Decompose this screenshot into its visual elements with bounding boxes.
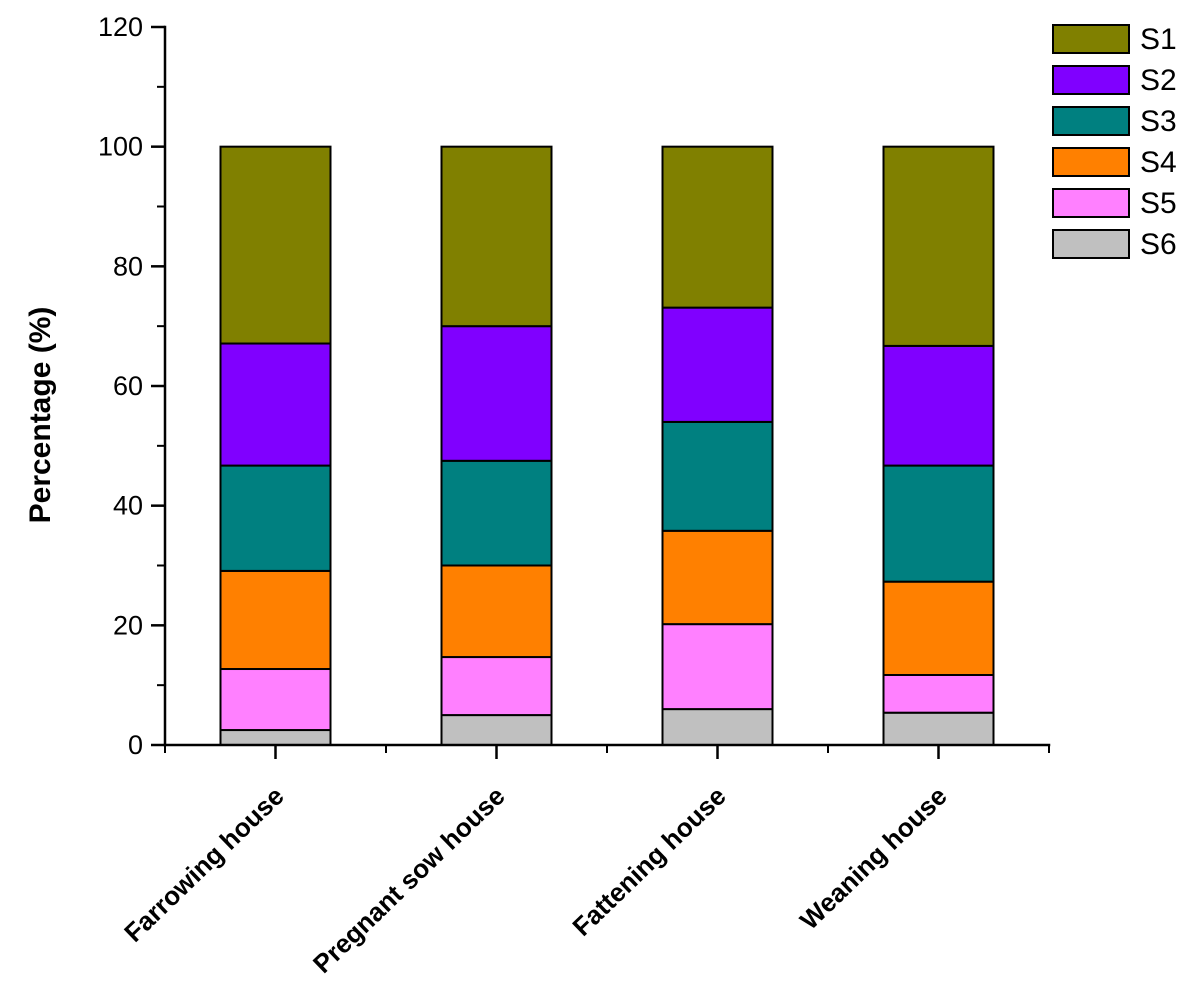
y-axis-title: Percentage (%) [24, 307, 57, 524]
y-tick-label: 40 [113, 491, 143, 521]
bar-segment-S6 [882, 711, 995, 747]
x-category-label: Weaning house [794, 781, 953, 936]
legend-label-S5: S5 [1140, 187, 1177, 220]
bar-segment-S1 [219, 145, 332, 345]
legend-swatch-S1 [1052, 24, 1130, 54]
y-tick-label: 0 [128, 730, 143, 760]
legend-label-S4: S4 [1140, 146, 1177, 179]
bar-segment-S1 [661, 145, 774, 309]
bar-segment-S6 [661, 708, 774, 746]
bar-segment-S1 [440, 145, 553, 328]
legend-swatch-S4 [1052, 147, 1130, 177]
bar-segment-S5 [882, 673, 995, 714]
legend-label-S2: S2 [1140, 64, 1177, 97]
bar-segment-S3 [440, 459, 553, 567]
x-category-label: Pregnant sow house [307, 781, 511, 979]
y-tick-label: 120 [98, 12, 143, 42]
y-tick-label: 60 [113, 371, 143, 401]
bar-segment-S4 [882, 580, 995, 676]
y-tick-label: 100 [98, 132, 143, 162]
bar-segment-S4 [219, 569, 332, 671]
bar-segment-S5 [219, 668, 332, 732]
legend-swatch-S6 [1052, 229, 1130, 259]
y-tick-label: 80 [113, 251, 143, 281]
bar-segment-S6 [440, 714, 553, 746]
y-tick-label: 20 [113, 610, 143, 640]
bar-segment-S2 [219, 342, 332, 467]
bar-segment-S2 [882, 344, 995, 467]
legend-label-S3: S3 [1140, 105, 1177, 138]
bar-segment-S2 [440, 325, 553, 462]
legend-label-S1: S1 [1140, 23, 1177, 56]
legend-label-S6: S6 [1140, 228, 1177, 261]
bar-segment-S5 [661, 623, 774, 711]
bar-segment-S3 [661, 420, 774, 532]
legend-swatch-S3 [1052, 106, 1130, 136]
bar-segment-S4 [661, 529, 774, 626]
bar-segment-S2 [661, 306, 774, 423]
bar-segment-S1 [882, 145, 995, 347]
bar-segment-S6 [219, 729, 332, 747]
legend-swatch-S2 [1052, 65, 1130, 95]
bar-segment-S5 [440, 656, 553, 717]
legend-swatch-S5 [1052, 188, 1130, 218]
bar-segment-S3 [219, 464, 332, 572]
bar-segment-S3 [882, 464, 995, 583]
x-category-label: Fattening house [566, 781, 731, 942]
x-category-label: Farrowing house [118, 781, 290, 948]
bar-segment-S4 [440, 564, 553, 659]
